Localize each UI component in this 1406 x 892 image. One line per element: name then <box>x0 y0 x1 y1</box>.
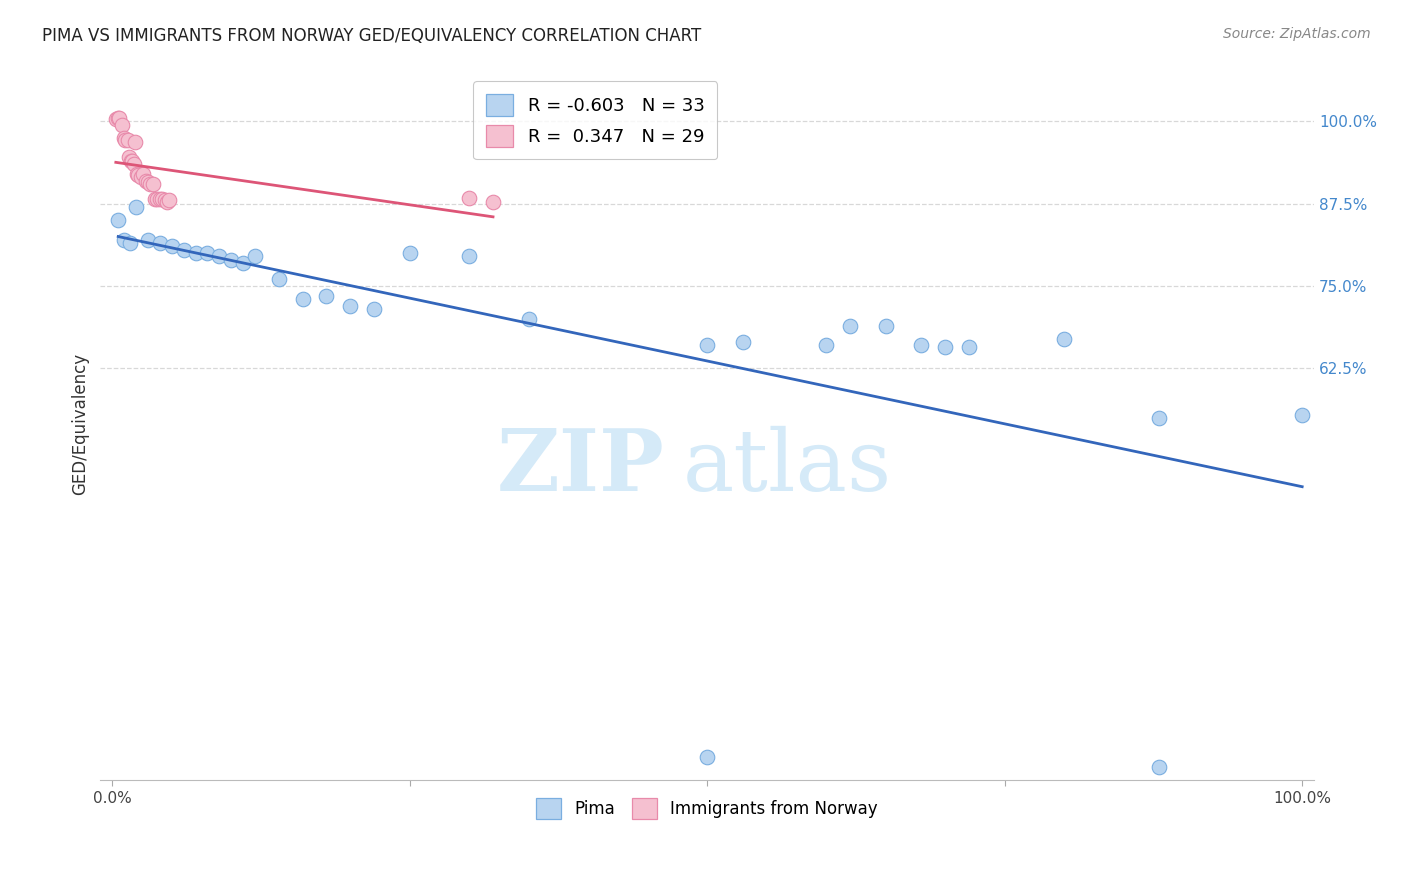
Point <box>111 118 134 132</box>
Point <box>957 340 980 354</box>
Point <box>243 249 266 263</box>
Point <box>104 112 127 127</box>
Point <box>120 153 142 168</box>
Text: Source: ZipAtlas.com: Source: ZipAtlas.com <box>1223 27 1371 41</box>
Point <box>142 177 165 191</box>
Point <box>482 194 505 209</box>
Point <box>107 213 129 227</box>
Point <box>875 318 897 333</box>
Text: PIMA VS IMMIGRANTS FROM NORWAY GED/EQUIVALENCY CORRELATION CHART: PIMA VS IMMIGRANTS FROM NORWAY GED/EQUIV… <box>42 27 702 45</box>
Point <box>363 301 385 316</box>
Point <box>143 192 166 206</box>
Point <box>696 338 718 352</box>
Point <box>136 175 159 189</box>
Point <box>1053 332 1076 346</box>
Point <box>696 750 718 764</box>
Point <box>160 239 183 253</box>
Point <box>149 192 172 206</box>
Point <box>458 191 481 205</box>
Point <box>291 292 314 306</box>
Point <box>267 272 290 286</box>
Point <box>121 153 143 168</box>
Point <box>117 133 139 147</box>
Point <box>125 200 148 214</box>
Text: ZIP: ZIP <box>496 425 665 509</box>
Point <box>839 318 862 333</box>
Y-axis label: GED/Equivalency: GED/Equivalency <box>72 353 89 495</box>
Point <box>197 246 219 260</box>
Point <box>112 233 135 247</box>
Point <box>208 249 231 263</box>
Point <box>107 111 129 125</box>
Point <box>153 194 176 208</box>
Point <box>458 249 481 263</box>
Point <box>149 236 172 251</box>
Point <box>731 334 754 349</box>
Point <box>232 256 254 270</box>
Point <box>1149 760 1171 774</box>
Point <box>815 338 838 352</box>
Point <box>398 246 420 260</box>
Point <box>146 192 169 206</box>
Point <box>108 111 131 125</box>
Point <box>517 312 540 326</box>
Point <box>150 192 173 206</box>
Point <box>184 246 207 260</box>
Point <box>127 169 149 183</box>
Point <box>135 173 157 187</box>
Point <box>136 233 159 247</box>
Point <box>339 299 361 313</box>
Point <box>129 170 152 185</box>
Point <box>173 243 195 257</box>
Point <box>127 167 149 181</box>
Point <box>315 289 337 303</box>
Point <box>1149 410 1171 425</box>
Point <box>156 194 179 209</box>
Point <box>1291 408 1313 422</box>
Legend: Pima, Immigrants from Norway: Pima, Immigrants from Norway <box>530 792 884 825</box>
Point <box>112 130 135 145</box>
Text: atlas: atlas <box>683 425 891 508</box>
Point <box>139 177 162 191</box>
Point <box>157 194 180 208</box>
Point <box>219 252 242 267</box>
Point <box>118 151 141 165</box>
Point <box>132 167 155 181</box>
Point <box>122 157 145 171</box>
Point <box>120 236 142 251</box>
Point <box>910 338 932 352</box>
Point <box>934 340 956 354</box>
Point <box>124 136 146 150</box>
Point <box>114 133 136 147</box>
